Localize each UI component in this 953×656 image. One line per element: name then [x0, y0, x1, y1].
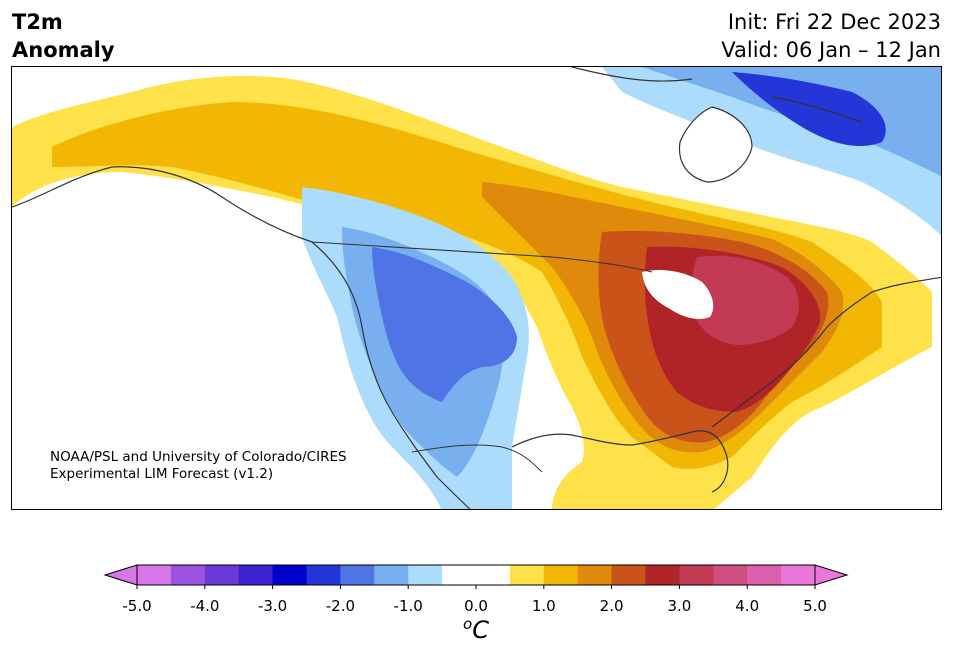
anomaly-map: NOAA/PSL and University of Colorado/CIRE… [11, 66, 942, 510]
colorbar-tick-label: -3.0 [257, 597, 288, 615]
init-date: Init: Fri 22 Dec 2023 [727, 10, 941, 34]
colorbar-tick-label: 3.0 [667, 597, 692, 615]
credit-line-2: Experimental LIM Forecast (v1.2) [50, 466, 274, 482]
colorbar-segment [509, 565, 545, 585]
arctic-islands [571, 67, 863, 123]
colorbar-segment [374, 565, 409, 585]
colorbar-segment [713, 565, 748, 585]
warm-anomaly-6 [691, 255, 799, 345]
colorbar-tick-label: 4.0 [735, 597, 760, 615]
colorbar-tick-label: -1.0 [393, 597, 423, 615]
colorbar-segment [272, 565, 307, 585]
colorbar-tick-label: -4.0 [190, 597, 220, 615]
colorbar-segment [476, 565, 511, 585]
colorbar-tick-label: 2.0 [599, 597, 624, 615]
hudson-bay-outline [678, 106, 753, 183]
colorbar-extend-low [103, 564, 138, 586]
map-canvas [12, 67, 941, 509]
colorbar-segment [306, 565, 341, 585]
boundaries [12, 67, 941, 509]
colorbar-tick-label: 0.0 [464, 597, 488, 615]
atlantic-coastline [711, 276, 941, 428]
title-line-2: Anomaly [12, 38, 115, 62]
colorbar-segment [238, 565, 274, 585]
hudson-bay-gap [679, 107, 752, 182]
us-mexico-border [411, 444, 543, 473]
colorbar-segment [543, 565, 579, 585]
colorbar-segment [340, 565, 375, 585]
colorbar-tick-label: 1.0 [531, 597, 556, 615]
credit-line-1: NOAA/PSL and University of Colorado/CIRE… [50, 449, 347, 465]
valid-date: Valid: 06 Jan – 12 Jan [721, 38, 941, 62]
gulf-coastline [511, 430, 729, 493]
cold-anomaly-3 [372, 247, 517, 402]
colorbar-segment [679, 565, 714, 585]
colorbar-segment [204, 565, 240, 585]
unit-degree: o [463, 615, 473, 633]
colorbar-segment [442, 565, 477, 585]
anomaly-fields [12, 67, 941, 509]
colorbar-segment [137, 565, 172, 585]
cold-anomaly-6 [732, 72, 886, 147]
colorbar-tick-label: -5.0 [122, 597, 152, 615]
colorbar-segment [170, 565, 206, 585]
colorbar-segment [781, 565, 816, 585]
colorbar-tick-label: -2.0 [325, 597, 356, 615]
colorbar-segment [408, 565, 443, 585]
colorbar [103, 564, 849, 589]
unit-letter: C [472, 616, 489, 644]
colorbar-segment [611, 565, 646, 585]
map-title: T2m Anomaly [12, 8, 115, 64]
colorbar-unit: oC [463, 615, 489, 644]
us-canada-border [311, 241, 653, 273]
colorbar-tick-label: 5.0 [803, 597, 827, 615]
colorbar-segment [577, 565, 613, 585]
cold-anomaly-5 [642, 67, 941, 177]
credit-text: NOAA/PSL and University of Colorado/CIRE… [50, 449, 347, 483]
title-line-1: T2m [12, 10, 63, 34]
colorbar-segment [645, 565, 680, 585]
great-lakes [642, 270, 714, 320]
forecast-dates: Init: Fri 22 Dec 2023 Valid: 06 Jan – 12… [721, 8, 941, 64]
colorbar-extend-high [814, 564, 849, 586]
colorbar-segment [747, 565, 782, 585]
pacific-coastline [12, 166, 471, 509]
